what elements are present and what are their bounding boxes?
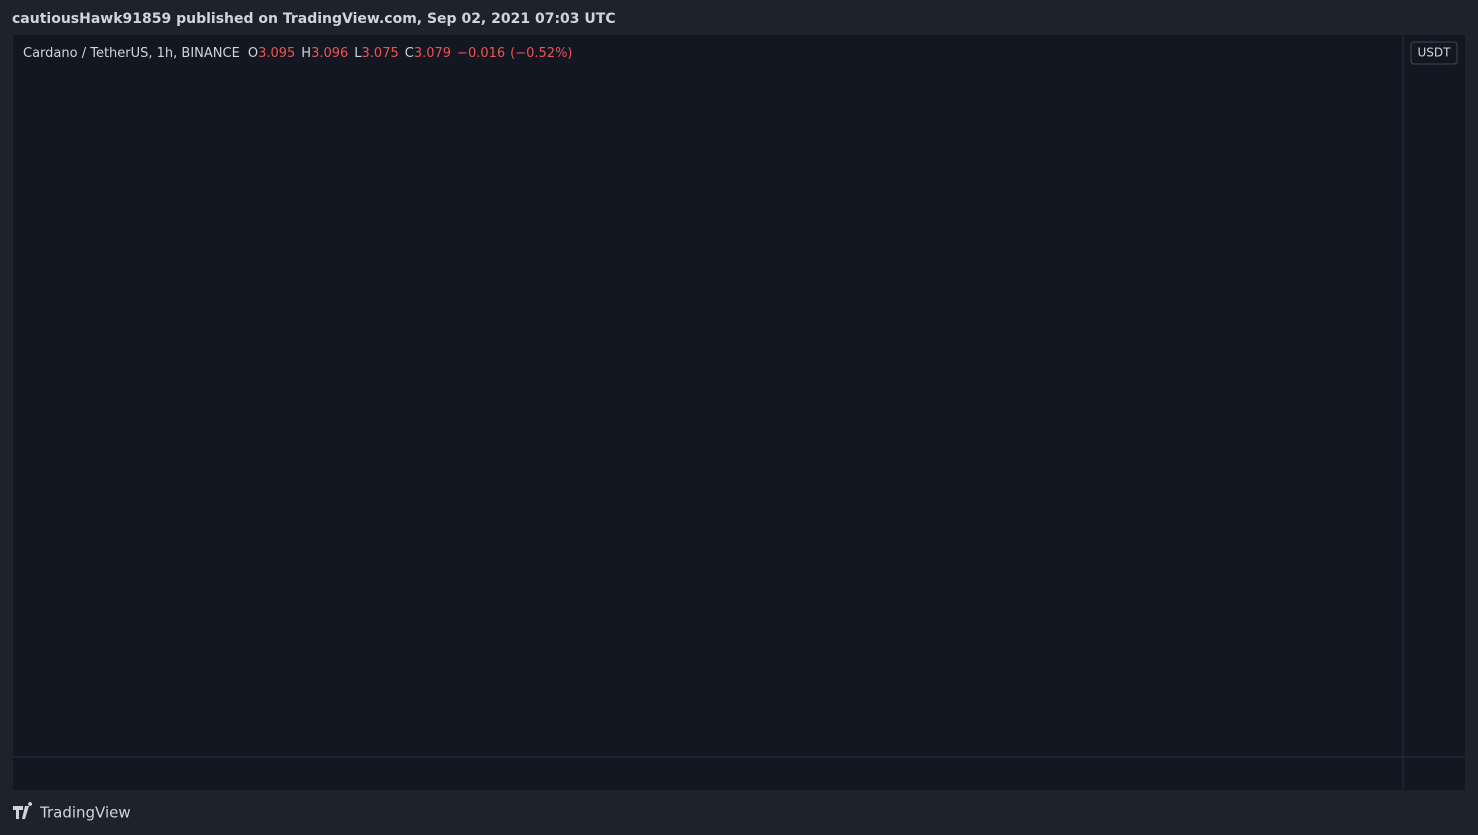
currency[interactable]: USDT	[1418, 46, 1452, 60]
header-part: 3.096	[311, 46, 348, 61]
header-part: 3.079	[414, 46, 451, 61]
chart-header: Cardano / TetherUS, 1h, BINANCE O3.095 H3.…	[23, 46, 573, 61]
footer-brand: TradingView	[39, 804, 131, 822]
logo: TradingView	[13, 802, 131, 822]
chart-panel	[13, 35, 1465, 790]
header-part: −0.016	[457, 46, 505, 61]
header-part: L	[354, 46, 362, 61]
header-part: H	[301, 46, 311, 61]
publish-line: cautiousHawk91859 published on TradingVi…	[12, 11, 616, 27]
currency-button[interactable]	[1410, 41, 1458, 65]
header-part: (−0.52%)	[510, 46, 572, 61]
header-part: O	[248, 46, 258, 61]
logo-icon	[13, 802, 33, 819]
header-part: 3.075	[362, 46, 399, 61]
header-part: 3.095	[258, 46, 295, 61]
header-part: C	[405, 46, 414, 61]
header-part: Cardano / TetherUS, 1h, BINANCE	[23, 46, 240, 61]
